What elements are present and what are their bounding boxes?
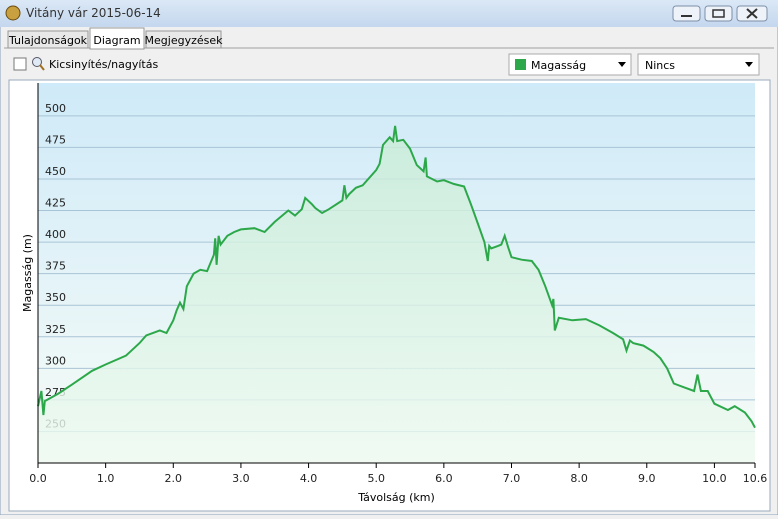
x-tick-label: 10.0 <box>702 472 727 485</box>
y-tick-label: 300 <box>45 354 66 367</box>
series-color-swatch <box>515 59 526 70</box>
maximize-glyph <box>712 9 725 18</box>
tab-label: Tulajdonságok <box>8 34 88 47</box>
x-tick-label: 4.0 <box>300 472 318 485</box>
y-axis-label: Magasság (m) <box>21 234 34 312</box>
line-series <box>37 125 756 429</box>
window-title: Vitány vár 2015-06-14 <box>26 6 161 20</box>
y-tick-label: 375 <box>45 260 66 273</box>
area-fill <box>38 125 755 464</box>
y-tick-label: 450 <box>45 165 66 178</box>
y-tick-label: 350 <box>45 291 66 304</box>
minimize-button[interactable] <box>672 5 701 22</box>
x-tick-label: 10.6 <box>743 472 768 485</box>
y-tick-label: 325 <box>45 323 66 336</box>
zoom-icon <box>32 57 42 67</box>
x-tick-label: 9.0 <box>638 472 656 485</box>
tab-label: Diagram <box>93 34 140 47</box>
y-tick-label: 475 <box>45 133 66 146</box>
close-glyph <box>746 8 758 19</box>
app-icon <box>5 5 21 21</box>
x-tick-label: 0.0 <box>29 472 47 485</box>
maximize-button[interactable] <box>704 5 733 22</box>
x-tick-label: 7.0 <box>503 472 521 485</box>
y-tick-label: 500 <box>45 102 66 115</box>
x-tick-label: 6.0 <box>435 472 453 485</box>
zoom-checkbox[interactable] <box>13 57 27 71</box>
y-tick-label: 400 <box>45 228 66 241</box>
second-select-label: Nincs <box>645 59 675 72</box>
zoom-label: Kicsinyítés/nagyítás <box>49 58 158 71</box>
x-tick-label: 3.0 <box>232 472 250 485</box>
x-tick-label: 5.0 <box>367 472 385 485</box>
second-select[interactable] <box>637 53 760 76</box>
dropdown-arrow <box>745 62 753 67</box>
x-axis-label: Távolság (km) <box>357 491 435 504</box>
series-select[interactable] <box>508 53 632 76</box>
zoom-icon-handle <box>39 64 45 71</box>
title-bar <box>0 0 778 27</box>
x-tick-label: 2.0 <box>165 472 183 485</box>
x-tick-label: 8.0 <box>570 472 588 485</box>
x-tick-label: 1.0 <box>97 472 115 485</box>
tab[interactable] <box>7 30 89 49</box>
dropdown-arrow <box>618 62 626 67</box>
tab[interactable] <box>89 27 145 50</box>
tab[interactable] <box>145 30 222 49</box>
y-tick-label: 425 <box>45 197 66 210</box>
series-select-label: Magasság <box>531 59 586 72</box>
tab-label: Megjegyzések <box>145 34 224 47</box>
